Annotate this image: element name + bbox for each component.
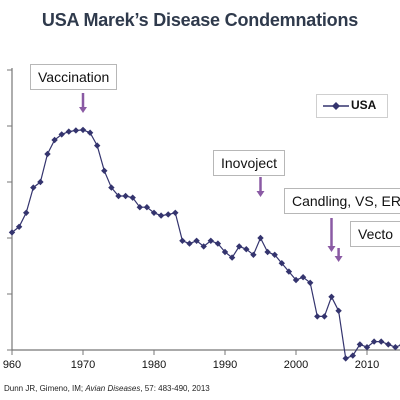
x-tick-label: 2010: [355, 359, 379, 371]
data-point: [335, 307, 342, 314]
data-point: [150, 209, 158, 216]
data-point: [392, 344, 399, 351]
x-tick-label: 1990: [213, 359, 237, 371]
source-citation: Dunn JR, Gimeno, IM; Avian Diseases, 57:…: [4, 384, 210, 393]
data-point: [186, 240, 193, 247]
chart-title: USA Marek’s Disease Condemnations: [41, 10, 359, 30]
legend-marker-icon: [323, 102, 349, 110]
data-point: [385, 341, 392, 348]
data-point: [143, 204, 151, 211]
source-details: , 57: 483-490, 2013: [140, 384, 210, 393]
x-tick-label: 1970: [71, 359, 95, 371]
data-point: [250, 251, 257, 258]
data-point: [30, 184, 37, 191]
x-tick-label: 1980: [142, 359, 166, 371]
data-point: [129, 194, 136, 201]
data-point: [378, 338, 385, 345]
data-point: [370, 338, 378, 345]
source-journal: Avian Diseases: [85, 384, 141, 393]
data-point: [349, 352, 356, 359]
data-point: [51, 136, 58, 144]
data-point: [15, 223, 23, 230]
annotation-arrowhead: [334, 256, 343, 262]
data-point: [101, 167, 108, 174]
data-point: [157, 212, 165, 219]
data-point: [299, 274, 307, 281]
data-point: [243, 246, 250, 253]
data-point: [44, 150, 51, 158]
data-point: [221, 248, 229, 256]
annotation-arrowhead: [256, 191, 265, 197]
data-point: [285, 268, 293, 275]
data-point: [363, 344, 371, 351]
data-point: [207, 237, 214, 244]
data-point: [342, 355, 349, 362]
data-point: [307, 279, 314, 286]
data-point: [200, 243, 207, 250]
data-point: [79, 126, 87, 134]
data-point: [165, 211, 172, 218]
data-point: [228, 254, 236, 261]
annotation-arrowhead: [327, 246, 336, 252]
data-point: [314, 313, 321, 320]
annotation-arrowhead: [79, 107, 87, 113]
data-point: [264, 248, 271, 256]
data-point: [23, 209, 30, 216]
data-point: [179, 237, 186, 244]
x-tick-label: 960: [3, 359, 21, 371]
data-point: [115, 192, 122, 200]
data-point: [72, 127, 80, 134]
data-point: [172, 209, 179, 216]
data-point: [292, 276, 300, 284]
data-point: [86, 129, 94, 136]
data-point: [321, 313, 328, 320]
data-point: [236, 243, 243, 250]
data-point: [193, 237, 200, 244]
data-point: [356, 341, 364, 348]
series-line-usa: [11, 129, 400, 360]
data-point: [328, 293, 335, 300]
data-point: [8, 229, 16, 236]
data-point: [122, 192, 129, 200]
legend-label: USA: [351, 98, 377, 112]
data-point: [94, 142, 101, 149]
data-point: [278, 260, 285, 267]
annotation-label: Inovoject: [213, 150, 286, 176]
data-point: [37, 178, 44, 186]
annotation-label: Candling, VS, ER: [284, 188, 400, 214]
data-point: [65, 128, 72, 135]
chart-legend: USA: [316, 94, 388, 118]
data-point: [257, 234, 264, 242]
data-point: [214, 240, 222, 247]
source-authors: Dunn JR, Gimeno, IM;: [4, 384, 86, 393]
data-point: [58, 131, 65, 138]
data-point: [108, 184, 115, 191]
x-tick-label: 2000: [284, 359, 308, 371]
data-point: [136, 204, 143, 211]
annotation-label: Vecto: [350, 221, 400, 247]
data-point: [271, 251, 278, 258]
annotation-label: Vaccination: [30, 64, 118, 90]
